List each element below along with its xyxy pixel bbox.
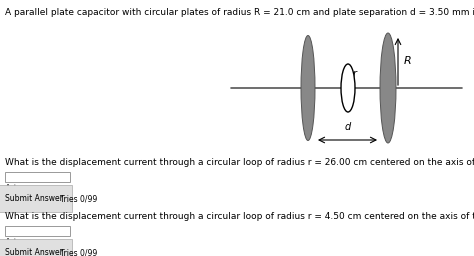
Text: 4pts: 4pts <box>5 238 22 247</box>
Text: R: R <box>404 56 412 66</box>
Text: r: r <box>353 69 357 79</box>
Ellipse shape <box>301 36 315 141</box>
Text: Submit Answer: Submit Answer <box>5 194 63 203</box>
Text: What is the displacement current through a circular loop of radius r = 4.50 cm c: What is the displacement current through… <box>5 212 474 221</box>
Text: What is the displacement current through a circular loop of radius r = 26.00 cm : What is the displacement current through… <box>5 158 474 167</box>
Ellipse shape <box>380 33 396 143</box>
Bar <box>5 172 70 182</box>
Text: d: d <box>345 122 351 132</box>
Bar <box>5 226 70 236</box>
Text: Tries 0/99: Tries 0/99 <box>60 249 97 256</box>
Text: A parallel plate capacitor with circular plates of radius R = 21.0 cm and plate : A parallel plate capacitor with circular… <box>5 8 474 17</box>
Ellipse shape <box>341 64 355 112</box>
Text: Submit Answer: Submit Answer <box>5 248 63 256</box>
Text: Tries 0/99: Tries 0/99 <box>60 195 97 204</box>
Text: 4pts: 4pts <box>5 184 22 193</box>
